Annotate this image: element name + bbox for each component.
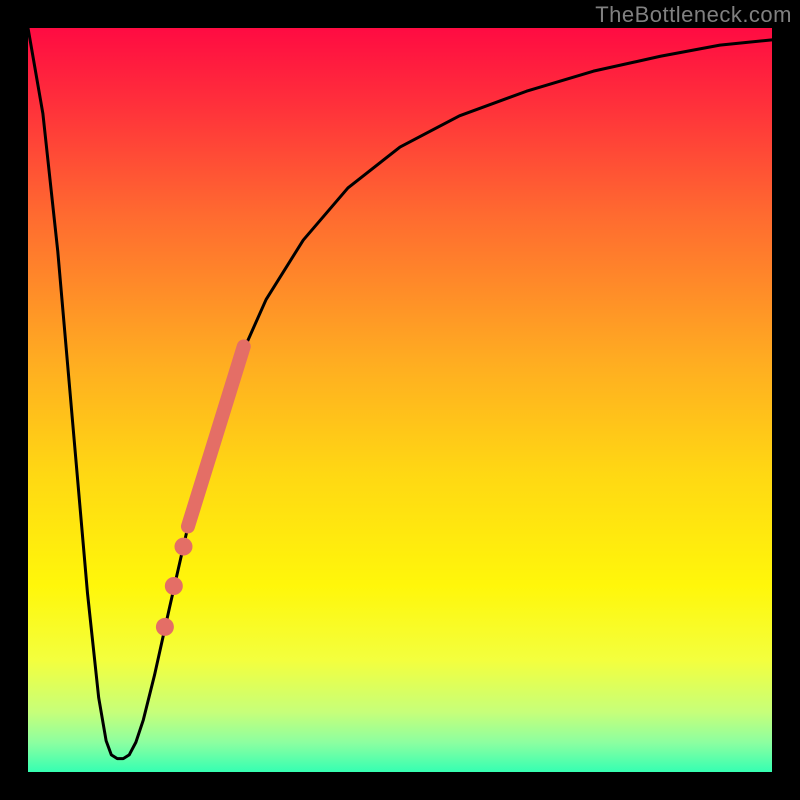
highlight-dot <box>174 538 192 556</box>
watermark-label: TheBottleneck.com <box>595 2 792 28</box>
bottleneck-chart <box>0 0 800 800</box>
chart-container: TheBottleneck.com <box>0 0 800 800</box>
highlight-dot <box>165 577 183 595</box>
highlight-dot <box>156 618 174 636</box>
